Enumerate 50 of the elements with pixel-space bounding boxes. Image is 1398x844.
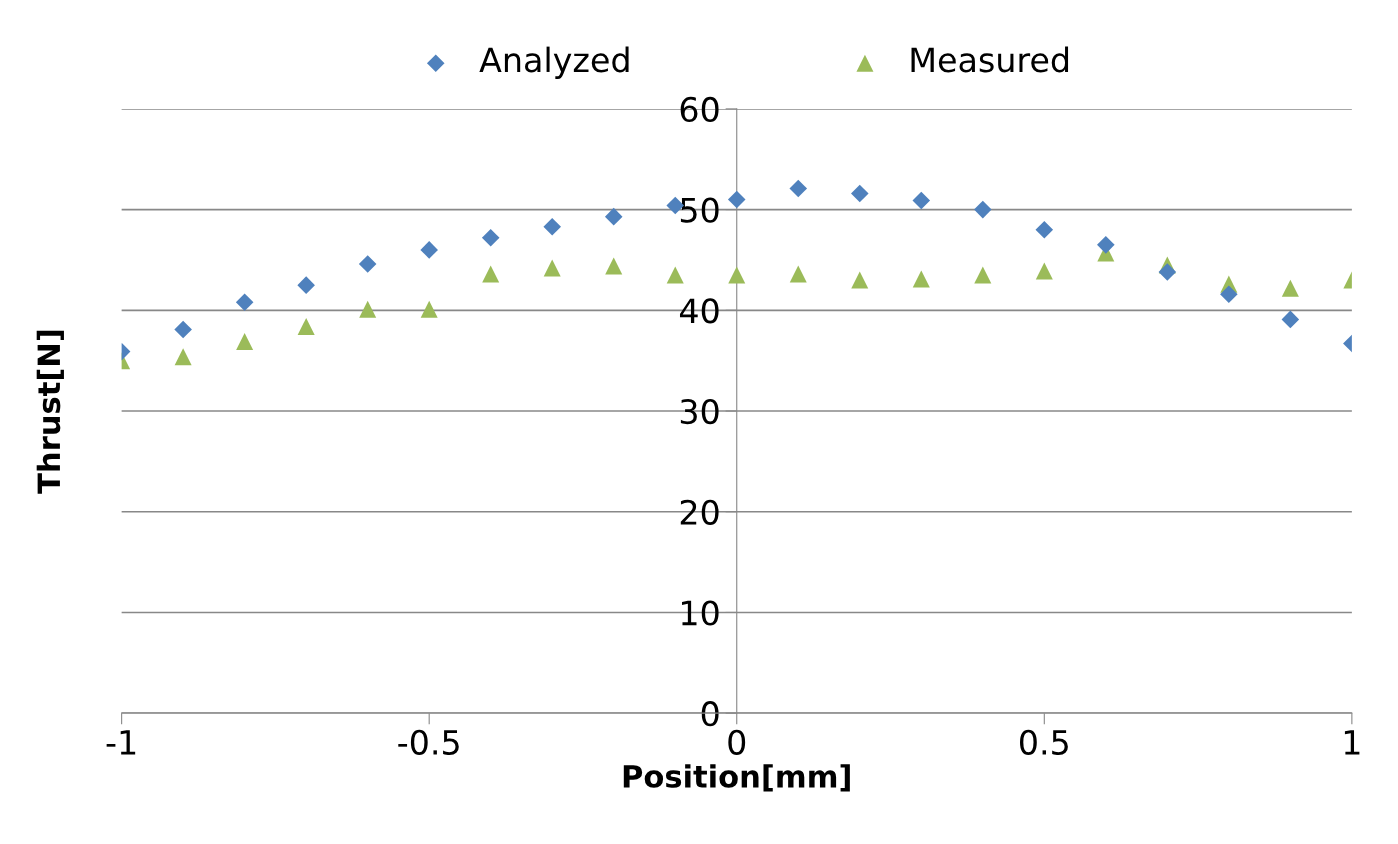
y-tick-label: 60 — [680, 96, 719, 123]
y-tick-label: 10 — [682, 600, 719, 626]
point — [543, 259, 561, 277]
point — [420, 241, 438, 259]
point — [1220, 285, 1238, 303]
x-tick-label: -0.5 — [398, 729, 459, 755]
point — [235, 293, 254, 312]
y-axis-title: Thrust[N] — [36, 330, 64, 494]
legend-label: Measured — [911, 46, 1069, 73]
y-tick-label: 0 — [701, 701, 719, 727]
x-tick-label: 0.5 — [1020, 729, 1068, 755]
point — [912, 191, 931, 210]
point — [359, 300, 377, 318]
point — [605, 257, 623, 275]
point — [789, 265, 807, 283]
point — [1035, 220, 1054, 239]
point — [174, 348, 192, 366]
point — [481, 229, 500, 247]
x-tick-label: -1 — [106, 730, 136, 755]
y-tick-label: 20 — [680, 499, 719, 525]
y-tick-label: 40 — [679, 298, 719, 324]
point — [974, 200, 992, 219]
y-tick-label: 50 — [680, 197, 719, 223]
point — [1035, 262, 1053, 280]
point — [543, 217, 561, 236]
point — [789, 179, 808, 198]
x-tick-label: 1 — [1344, 730, 1360, 755]
point — [297, 317, 315, 335]
point — [851, 271, 869, 289]
legend-label: Analyzed — [479, 46, 629, 79]
point — [604, 207, 623, 226]
x-tick-label: 0 — [728, 729, 746, 755]
point — [1158, 263, 1177, 281]
point — [236, 333, 254, 351]
point — [482, 265, 500, 283]
point — [666, 266, 684, 284]
point — [358, 255, 377, 273]
y-tick-label: 30 — [680, 398, 719, 425]
point — [297, 276, 315, 294]
point — [850, 184, 869, 203]
point — [1281, 310, 1300, 329]
point — [174, 320, 192, 339]
point — [974, 266, 992, 284]
point — [728, 266, 746, 284]
point — [1097, 236, 1115, 254]
point — [420, 300, 438, 318]
point — [727, 190, 746, 209]
point — [912, 270, 930, 288]
x-axis-title: Position[mm] — [623, 764, 850, 792]
point — [1281, 279, 1299, 297]
